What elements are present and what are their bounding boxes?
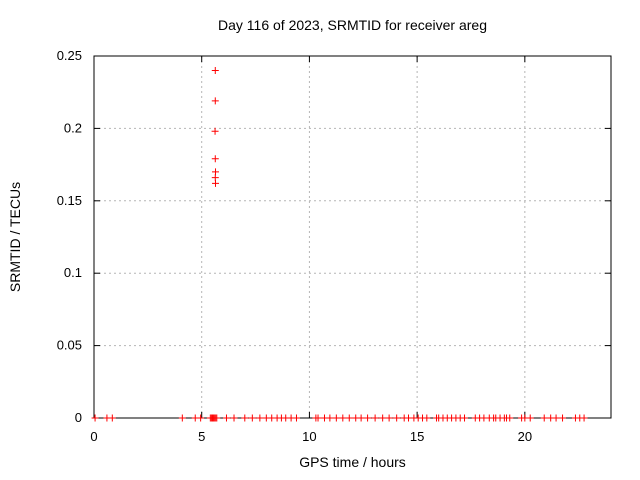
x-tick-label: 15	[410, 429, 424, 444]
data-point-marker	[314, 414, 322, 422]
x-tick-label: 10	[302, 429, 316, 444]
data-point-marker	[211, 66, 219, 74]
data-point-marker	[357, 414, 365, 422]
data-point-marker	[552, 414, 560, 422]
data-point-marker	[213, 414, 221, 422]
data-point-marker	[211, 97, 219, 105]
data-point-marker	[339, 414, 347, 422]
data-point-marker	[371, 414, 379, 422]
data-point-marker	[423, 414, 431, 422]
data-point-marker	[526, 414, 534, 422]
x-tick-label: 5	[198, 429, 205, 444]
data-point-marker	[222, 414, 230, 422]
data-point-marker	[241, 414, 249, 422]
data-point-marker	[461, 414, 469, 422]
data-point-marker	[379, 414, 387, 422]
data-point-marker	[364, 414, 372, 422]
data-point-marker	[540, 414, 548, 422]
plot-border	[93, 55, 612, 419]
x-tick-label: 0	[90, 429, 97, 444]
data-point-marker	[248, 414, 256, 422]
data-point-marker	[108, 414, 116, 422]
y-tick-label: 0	[75, 410, 82, 425]
x-axis-label: GPS time / hours	[299, 454, 406, 470]
data-point-marker	[326, 414, 334, 422]
data-point-marker	[230, 414, 238, 422]
data-point-marker	[256, 414, 264, 422]
data-point-marker	[580, 414, 588, 422]
data-point-marker	[197, 414, 205, 422]
y-tick-label: 0.15	[57, 193, 82, 208]
data-point-marker	[332, 414, 340, 422]
y-tick-label: 0.1	[64, 265, 82, 280]
data-point-marker	[506, 414, 514, 422]
data-point-marker	[345, 414, 353, 422]
data-point-marker	[211, 127, 219, 135]
data-point-marker	[292, 414, 300, 422]
y-axis-label: SRMTID / TECUs	[7, 181, 23, 293]
data-point-marker	[91, 414, 99, 422]
data-point-marker	[393, 414, 401, 422]
data-point-marker	[211, 155, 219, 163]
x-tick-label: 20	[518, 429, 532, 444]
y-tick-label: 0.2	[64, 120, 82, 135]
data-point-marker	[211, 179, 219, 187]
data-point-marker	[385, 414, 393, 422]
data-point-marker	[559, 414, 567, 422]
data-point-marker	[178, 414, 186, 422]
y-tick-label: 0.25	[57, 48, 82, 63]
y-tick-label: 0.05	[57, 338, 82, 353]
chart-title: Day 116 of 2023, SRMTID for receiver are…	[218, 17, 487, 33]
